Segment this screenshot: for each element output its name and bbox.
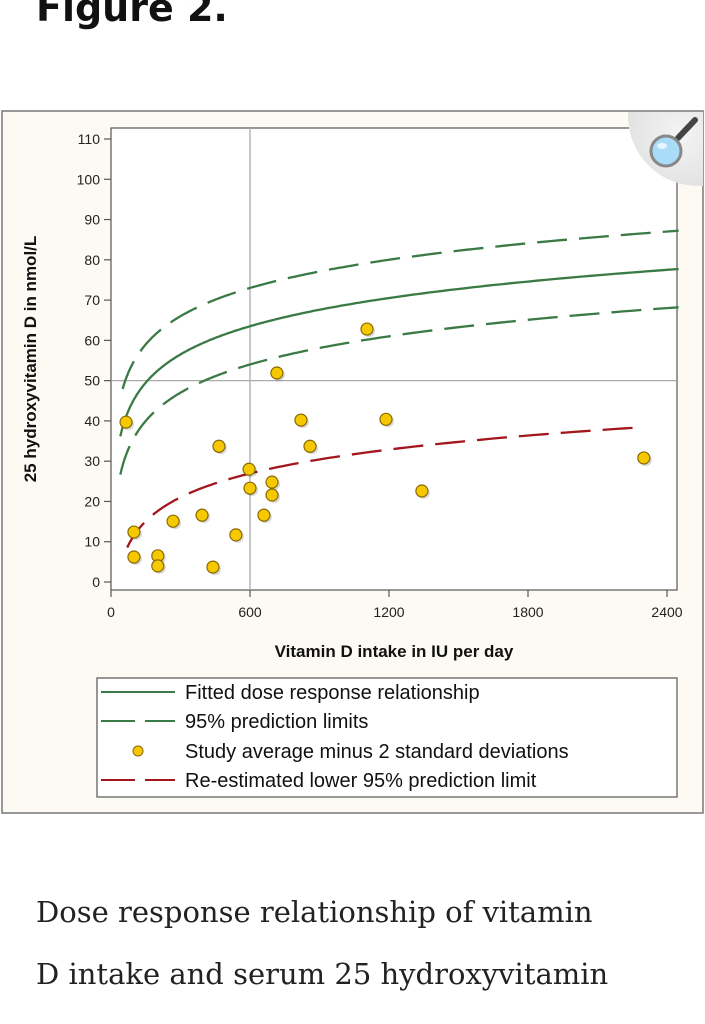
data-point <box>265 488 279 502</box>
legend-swatch-point <box>132 745 144 757</box>
y-tick-label: 20 <box>84 493 100 509</box>
figure-title: Figure 2. <box>36 0 228 30</box>
legend-label: Fitted dose response relationship <box>185 682 480 704</box>
data-point <box>119 415 133 429</box>
legend-label: 95% prediction limits <box>185 711 368 733</box>
data-point <box>151 559 165 573</box>
data-point <box>212 439 226 453</box>
data-point <box>127 550 141 564</box>
x-tick-label: 600 <box>238 604 262 620</box>
y-tick-label: 60 <box>84 332 100 348</box>
curve-fitted-dose-response-relationship <box>119 267 679 437</box>
legend-box <box>96 677 678 798</box>
data-point <box>637 451 651 465</box>
y-tick-label: 70 <box>84 292 100 308</box>
data-point <box>265 475 279 489</box>
legend-label: Study average minus 2 standard deviation… <box>185 741 569 763</box>
data-point <box>195 508 209 522</box>
y-tick-label: 80 <box>84 252 100 268</box>
data-point <box>415 484 429 498</box>
caption-line: Dose response relationship of vitamin <box>36 895 593 929</box>
zoom-button[interactable] <box>628 112 703 186</box>
curve-re-estimated-lower-95-prediction-limit <box>126 425 644 549</box>
legend-label: Re-estimated lower 95% prediction limit <box>185 770 537 792</box>
y-tick-label: 0 <box>92 574 100 590</box>
data-point <box>229 528 243 542</box>
data-point <box>303 439 317 453</box>
x-tick-label: 2400 <box>651 604 682 620</box>
x-tick-label: 1800 <box>512 604 543 620</box>
curve-95-prediction-limits-upper- <box>121 229 679 390</box>
plot-area <box>110 127 678 591</box>
legend: Fitted dose response relationship 95% pr… <box>96 677 678 798</box>
data-point <box>257 508 271 522</box>
y-tick-label: 30 <box>84 453 100 469</box>
magnifier-icon <box>649 117 698 168</box>
y-tick-label: 40 <box>84 413 100 429</box>
caption-line: D intake and serum 25 hydroxyvitamin <box>36 957 609 991</box>
curve-95-prediction-limits-lower- <box>119 306 679 475</box>
x-tick-label: 0 <box>107 604 115 620</box>
data-point <box>166 514 180 528</box>
y-tick-label: 50 <box>84 373 100 389</box>
y-tick-label: 90 <box>84 212 100 228</box>
x-tick-label: 1200 <box>373 604 404 620</box>
data-point <box>242 462 256 476</box>
data-point <box>243 481 257 495</box>
data-point <box>360 322 374 336</box>
y-axis-label: 25 hydroxyvitamin D in nmol/L <box>21 236 40 483</box>
data-point <box>127 525 141 539</box>
y-tick-label: 110 <box>78 131 101 147</box>
y-tick-label: 10 <box>84 534 100 550</box>
data-point <box>206 560 220 574</box>
x-axis-label: Vitamin D intake in IU per day <box>275 642 514 661</box>
y-tick-label: 100 <box>77 171 101 187</box>
page-header <box>0 0 705 60</box>
data-point <box>270 366 284 380</box>
data-point <box>294 413 308 427</box>
data-point <box>379 412 393 426</box>
